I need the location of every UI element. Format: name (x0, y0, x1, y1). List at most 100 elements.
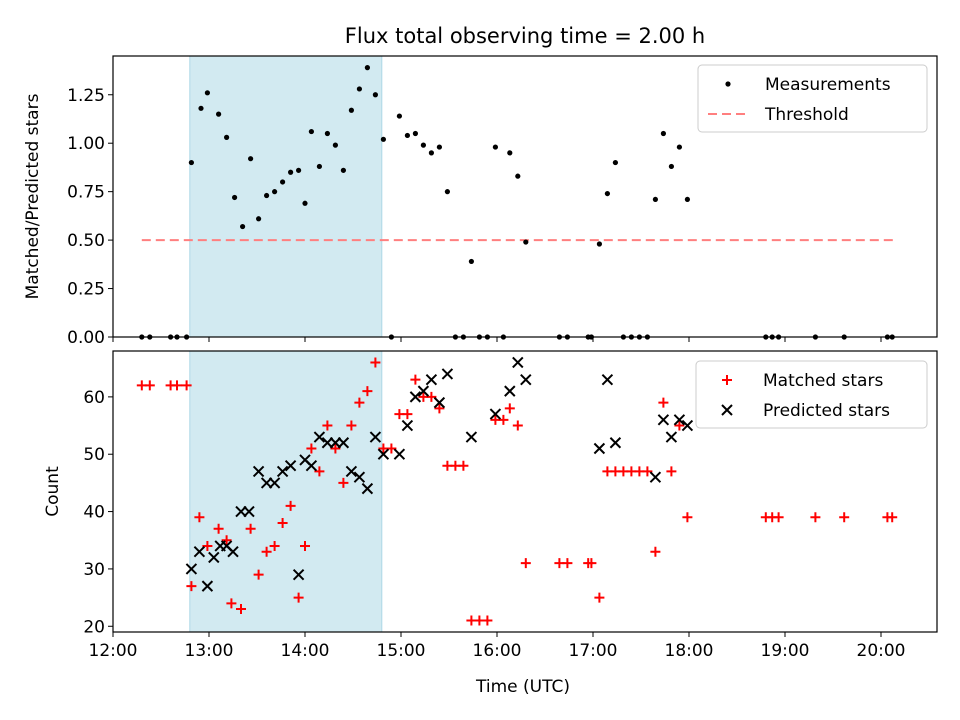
matched-star-point (330, 443, 341, 454)
legend: Measurements Threshold (697, 64, 928, 133)
measurement-point (332, 142, 338, 148)
x-tick-label: 14:00 (281, 641, 330, 661)
predicted-star-point (201, 580, 214, 592)
matched-star-point (512, 420, 523, 431)
measurement-point (272, 189, 278, 195)
matched-star-point (426, 391, 437, 402)
y-tick-label: 0.75 (67, 183, 105, 203)
matched-star-point (277, 518, 288, 529)
legend-marker-predicted (721, 404, 733, 416)
measurement-point (232, 194, 238, 201)
y-tick-label: 1.00 (67, 134, 105, 154)
legend-label: Predicted stars (763, 401, 890, 421)
measurement-point (507, 150, 513, 156)
measurement-point (302, 200, 308, 206)
matched-star-point (261, 546, 272, 557)
predicted-star-point (313, 431, 326, 443)
figure-title: Flux total observing time = 2.00 h (345, 24, 705, 48)
predicted-star-point (185, 563, 198, 575)
matched-star-point (839, 512, 850, 523)
measurement-point (444, 189, 450, 195)
y-tick-label: 20 (83, 617, 105, 637)
bottom-panel: 20 30 40 50 60 12:00 13:00 14:00 15:00 16:00 17:00… (43, 350, 938, 697)
measurement-point (288, 169, 294, 175)
measurement-point (198, 105, 204, 111)
predicted-star-point (369, 431, 382, 443)
measurement-point (428, 150, 434, 156)
measurement-point (668, 163, 675, 170)
measurement-point (324, 130, 330, 137)
matched-star-point (213, 523, 224, 534)
matched-star-point (666, 466, 677, 477)
legend-label: Threshold (764, 105, 849, 125)
predicted-star-point (465, 431, 478, 443)
matched-star-point (410, 374, 421, 385)
x-tick-label: 17:00 (569, 641, 618, 661)
measurement-point (676, 144, 683, 150)
matched-star-point (186, 581, 197, 592)
predicted-star-point (227, 546, 239, 558)
axes-frame (112, 55, 938, 338)
predicted-star-point (649, 471, 662, 483)
matched-star-point (314, 466, 325, 477)
predicted-star-point (208, 551, 220, 564)
matched-star-point (642, 466, 653, 477)
predicted-star-point (305, 459, 318, 472)
x-tick-label: 19:00 (761, 641, 810, 661)
matched-star-point (226, 598, 237, 609)
legend-box (695, 360, 928, 429)
predicted-star-point (609, 437, 622, 449)
predicted-star-point (417, 385, 430, 397)
x-tick-label: 20:00 (857, 641, 906, 661)
matched-star-point (773, 512, 784, 523)
legend-label: Measurements (765, 75, 891, 95)
shaded-span (189, 350, 383, 633)
measurement-point (523, 239, 529, 245)
measurement-point (296, 167, 302, 173)
measurement-point (652, 196, 659, 203)
matched-star-point (674, 420, 685, 431)
measurement-point (492, 144, 498, 150)
measurement-point (396, 113, 402, 119)
measurement-point (188, 159, 194, 166)
matched-star-point (810, 512, 821, 523)
matched-star-point (370, 357, 381, 368)
y-tick-label: 40 (83, 503, 105, 523)
measurement-point (280, 179, 286, 185)
matched-star-point (458, 460, 469, 471)
predicted-star-point (337, 437, 350, 449)
measurement-point (340, 167, 346, 173)
predicted-star-point (401, 419, 414, 432)
matched-star-point (562, 558, 573, 569)
matched-star-point (236, 604, 246, 615)
predicted-star-point (593, 442, 606, 455)
y-tick-label: 60 (83, 388, 105, 408)
measurement-point (372, 92, 378, 98)
matched-star-point (434, 403, 445, 414)
y-tick-label: 50 (83, 445, 105, 465)
y-axis-label: Matched/Predicted stars (23, 93, 43, 299)
predicted-star-point (681, 419, 694, 432)
matched-star-point (386, 443, 397, 454)
y-tick-label: 30 (83, 560, 105, 580)
matched-star-point (346, 420, 357, 431)
predicted-star-point (425, 373, 438, 386)
matched-star-point (300, 540, 310, 551)
predicted-star-point (512, 356, 524, 369)
matched-star-point (253, 569, 264, 580)
matched-star-point (402, 409, 413, 420)
matched-star-point (221, 535, 232, 546)
matched-star-point (520, 558, 531, 569)
matched-star-point (650, 546, 661, 557)
predicted-star-point (441, 368, 454, 380)
matched-star-point (285, 500, 296, 511)
measurement-point (204, 90, 210, 96)
legend-label: Matched stars (763, 371, 883, 391)
measurement-point (436, 144, 442, 150)
predicted-star-point (665, 431, 678, 443)
predicted-star-point (504, 385, 516, 397)
matched-star-point (293, 592, 304, 603)
matched-star-point (269, 540, 280, 551)
predicted-star-point (193, 546, 206, 558)
